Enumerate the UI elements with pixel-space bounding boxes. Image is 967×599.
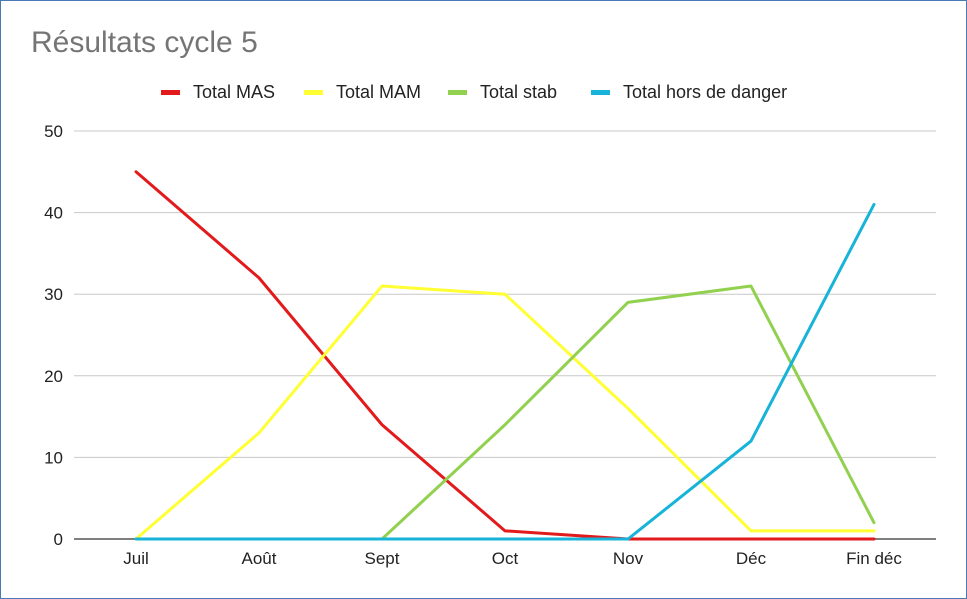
legend-item-total-hors-de-danger: Total hors de danger <box>591 80 787 104</box>
series-line-total-stab <box>134 284 876 541</box>
series-line-total-mam <box>134 284 876 541</box>
legend: Total MAS Total MAM Total stab Total hor… <box>0 80 967 104</box>
y-tick-label: 10 <box>44 448 63 467</box>
x-axis-ticks: Juil Août Sept Oct Nov Déc Fin déc <box>123 549 902 568</box>
legend-label: Total stab <box>480 81 558 102</box>
legend-swatch-total-mam <box>304 89 323 95</box>
y-tick-label: 50 <box>44 122 63 141</box>
series-line-total-hors-de-danger <box>134 202 876 541</box>
legend-label: Total hors de danger <box>623 81 788 102</box>
legend-label: Total MAS <box>193 81 276 102</box>
x-tick-label: Nov <box>613 549 644 568</box>
y-tick-label: 0 <box>54 530 63 549</box>
legend-swatch-total-stab <box>448 89 467 95</box>
series-lines <box>134 170 876 541</box>
legend-label: Total MAM <box>336 81 422 102</box>
x-tick-label: Oct <box>492 549 519 568</box>
series-line-total-mas <box>134 170 876 541</box>
chart-title: Résultats cycle 5 <box>31 26 258 59</box>
legend-item-total-mam: Total MAM <box>304 80 421 104</box>
legend-swatch-total-mas <box>161 89 180 95</box>
x-tick-label: Août <box>242 549 277 568</box>
legend-swatch-total-hors-de-danger <box>591 89 610 95</box>
y-tick-label: 30 <box>44 285 63 304</box>
x-tick-label: Sept <box>365 549 400 568</box>
x-tick-label: Juil <box>123 549 149 568</box>
y-axis-ticks: 0 10 20 30 40 50 <box>44 122 63 549</box>
y-tick-label: 40 <box>44 204 63 223</box>
legend-item-total-mas: Total MAS <box>161 80 275 104</box>
legend-item-total-stab: Total stab <box>448 80 557 104</box>
x-tick-label: Déc <box>736 549 767 568</box>
x-tick-label: Fin déc <box>846 549 902 568</box>
y-tick-label: 20 <box>44 367 63 386</box>
